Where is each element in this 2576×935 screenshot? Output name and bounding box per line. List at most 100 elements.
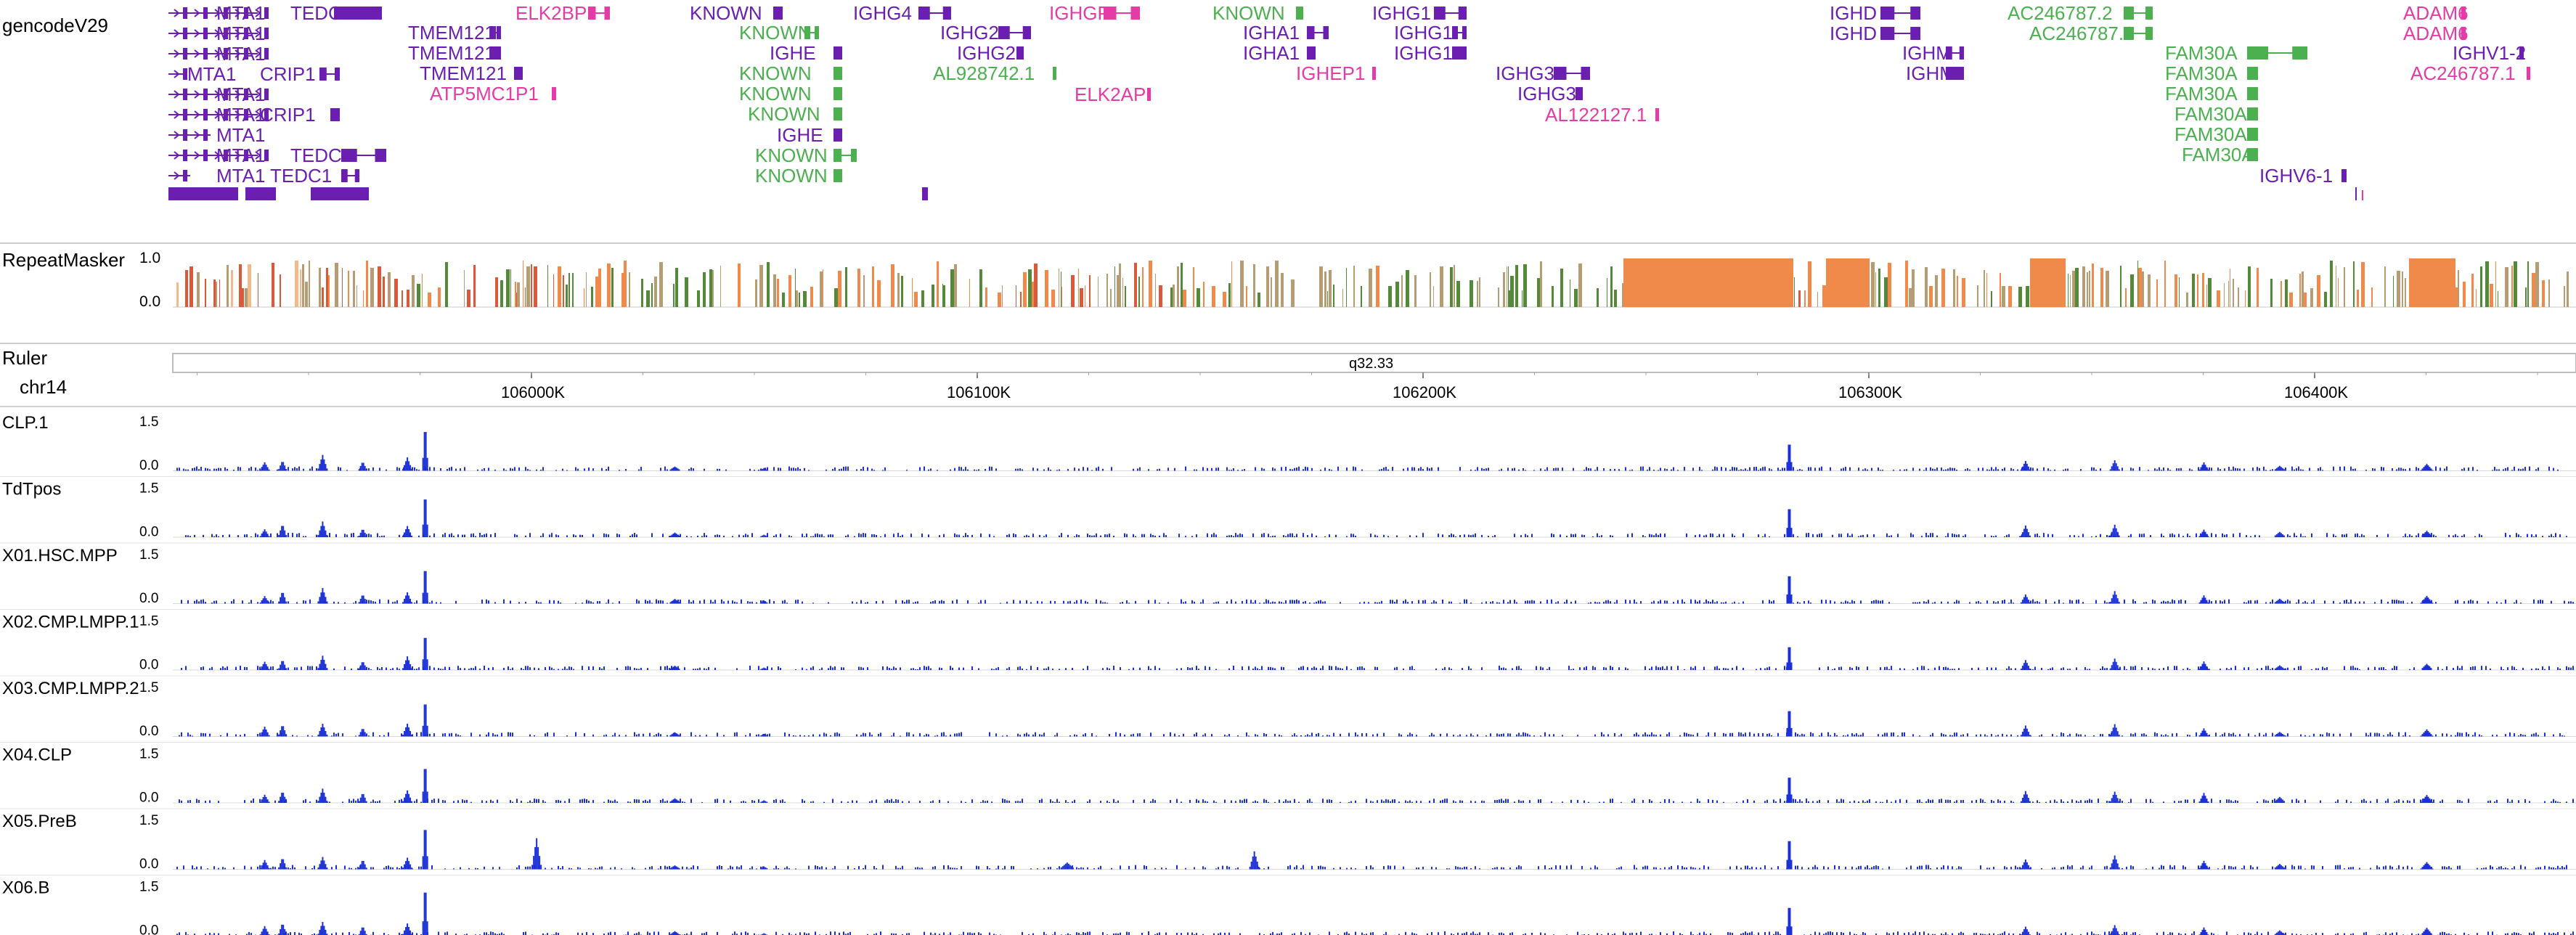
gene-feature[interactable]: IGHA1 xyxy=(1243,42,1316,64)
gene-feature[interactable]: MTA1 xyxy=(168,83,269,105)
gene-exon-collapsed[interactable] xyxy=(2355,187,2357,200)
gene-exon-collapsed[interactable] xyxy=(245,187,276,200)
gene-feature[interactable]: AC246787.2 xyxy=(2008,2,2153,24)
signal-bar xyxy=(858,666,860,670)
strand-arrow xyxy=(214,90,221,99)
repeat-elements[interactable] xyxy=(176,258,2569,307)
signal-track[interactable]: X04.CLP 1.50.0 xyxy=(0,746,2576,809)
gene-feature[interactable]: IGHG2 xyxy=(957,42,1024,64)
signal-peak-bar xyxy=(405,595,407,604)
gene-feature[interactable]: TMEM121 xyxy=(420,62,523,84)
signal-track[interactable]: X06.B 1.50.0 xyxy=(0,878,2576,935)
gene-feature[interactable]: ELK2AP xyxy=(1075,83,1151,105)
gene-feature[interactable]: ADAM6 xyxy=(2403,2,2469,24)
signal-bar xyxy=(2087,800,2088,803)
signal-bar xyxy=(2235,866,2236,870)
gene-feature[interactable]: MTA1 xyxy=(168,63,236,85)
gene-feature[interactable]: MTA1 xyxy=(168,2,269,24)
signal-track[interactable]: TdTpos 1.50.0 xyxy=(0,480,2576,544)
gene-feature[interactable]: IGHG3 xyxy=(1496,62,1590,84)
signal-track[interactable]: X05.PreB 1.50.0 xyxy=(0,812,2576,875)
gene-feature[interactable]: TEDC1 xyxy=(290,2,382,24)
signal-peak-bar xyxy=(319,530,321,537)
gene-feature[interactable]: FAM30A xyxy=(2174,103,2258,125)
gene-feature[interactable]: IGHGP xyxy=(1049,2,1140,24)
gene-feature[interactable]: IGHG4 xyxy=(853,2,951,24)
gene-feature[interactable]: IGHM xyxy=(1902,42,1964,64)
gene-feature[interactable]: KNOWN xyxy=(1212,2,1303,24)
gene-feature[interactable]: IGHG1 xyxy=(1372,2,1467,24)
signal-bar xyxy=(1636,602,1637,604)
gene-feature[interactable]: MTA1 xyxy=(168,144,269,166)
gene-feature[interactable]: TEDC1 xyxy=(270,165,359,187)
gene-feature[interactable]: IGHG1 xyxy=(1394,22,1467,44)
gene-exon-collapsed[interactable] xyxy=(2362,190,2363,200)
gene-feature[interactable]: IGHG1 xyxy=(1394,42,1467,64)
gene-feature[interactable]: FAM30A xyxy=(2165,62,2258,84)
gene-feature[interactable]: MTA1 xyxy=(168,23,269,44)
gene-feature[interactable]: IGHV6-1 xyxy=(2259,165,2347,187)
gene-feature[interactable]: KNOWN xyxy=(690,2,783,24)
signal-bar xyxy=(2130,666,2132,670)
gene-feature[interactable]: CRIP1 xyxy=(260,63,340,85)
gene-feature[interactable]: IGHD xyxy=(1830,2,1920,24)
gene-feature[interactable]: FAM30A xyxy=(2165,83,2258,105)
gene-feature[interactable]: AC246787.1 xyxy=(2410,62,2530,84)
signal-bar xyxy=(2409,534,2410,537)
signal-bar xyxy=(1451,533,1452,537)
gene-feature[interactable]: MTA1 xyxy=(168,165,265,187)
gene-feature[interactable]: IGHD xyxy=(1830,23,1920,44)
gene-feature[interactable]: ADAM6 xyxy=(2403,23,2469,44)
signal-peak-bar xyxy=(365,867,367,870)
repeat-element xyxy=(438,287,441,307)
gene-feature[interactable]: KNOWN xyxy=(739,62,842,84)
gene-feature[interactable]: IGHG2 xyxy=(940,22,1031,44)
gene-feature[interactable]: AC246787.2 xyxy=(2029,23,2153,44)
gene-feature[interactable]: TMEM121 xyxy=(408,42,501,64)
gene-feature[interactable]: KNOWN xyxy=(755,165,842,187)
gene-feature[interactable]: TMEM121 xyxy=(408,22,501,44)
gene-feature[interactable]: MTA1 xyxy=(168,104,269,126)
gene-feature[interactable]: FAM30A xyxy=(2174,123,2258,145)
signal-bar xyxy=(2344,868,2345,870)
gene-exon-collapsed[interactable] xyxy=(168,187,238,200)
repeat-element xyxy=(1456,281,1460,307)
gene-feature[interactable]: KNOWN xyxy=(739,83,842,105)
signal-bar xyxy=(508,732,509,737)
gene-feature[interactable]: IGHE xyxy=(770,42,842,64)
gene-feature[interactable]: IGHE xyxy=(777,124,842,146)
signal-bar xyxy=(1285,799,1287,803)
gene-feature[interactable]: IGHM xyxy=(1906,62,1964,84)
gene-feature[interactable]: TEDC1 xyxy=(290,144,386,166)
gene-feature[interactable]: FAM30A xyxy=(2165,42,2307,64)
signal-track[interactable]: CLP.1 1.50.0 xyxy=(0,413,2576,477)
gene-feature[interactable]: IGHV1-2 xyxy=(2453,42,2526,64)
gene-feature[interactable]: KNOWN xyxy=(748,103,842,125)
signal-track[interactable]: X03.CMP.LMPP.2 1.50.0 xyxy=(0,679,2576,743)
gene-exon-collapsed[interactable] xyxy=(922,187,928,200)
repeat-element xyxy=(1346,268,1347,307)
gene-feature[interactable]: MTA1 xyxy=(168,43,269,65)
gene-feature[interactable]: ELK2BP xyxy=(515,2,610,24)
gene-feature[interactable]: AL928742.1 xyxy=(933,62,1056,84)
gene-feature[interactable]: ATP5MC1P1 xyxy=(430,83,556,105)
gene-feature[interactable]: IGHEP1 xyxy=(1296,62,1376,84)
signal-bar xyxy=(958,534,960,537)
gene-feature[interactable]: KNOWN xyxy=(739,22,819,44)
gene-feature[interactable]: AL122127.1 xyxy=(1545,104,1659,126)
signal-bar xyxy=(2067,801,2068,803)
signal-peak-bar xyxy=(669,801,672,803)
ideogram-bar[interactable] xyxy=(172,353,2576,373)
signal-bar xyxy=(1296,865,1297,870)
signal-track[interactable]: X02.CMP.LMPP.1 1.50.0 xyxy=(0,613,2576,677)
gene-feature[interactable]: MTA1 xyxy=(168,124,265,146)
gene-feature[interactable]: CRIP1 xyxy=(260,104,340,126)
gene-feature[interactable]: IGHG3 xyxy=(1517,83,1583,105)
gene-feature[interactable]: KNOWN xyxy=(755,144,857,166)
signal-track[interactable]: X01.HSC.MPP 1.50.0 xyxy=(0,546,2576,610)
gene-feature[interactable]: FAM30A xyxy=(2182,144,2258,166)
gene-feature[interactable]: IGHA1 xyxy=(1243,22,1329,44)
gene-exon-collapsed[interactable] xyxy=(311,187,369,200)
